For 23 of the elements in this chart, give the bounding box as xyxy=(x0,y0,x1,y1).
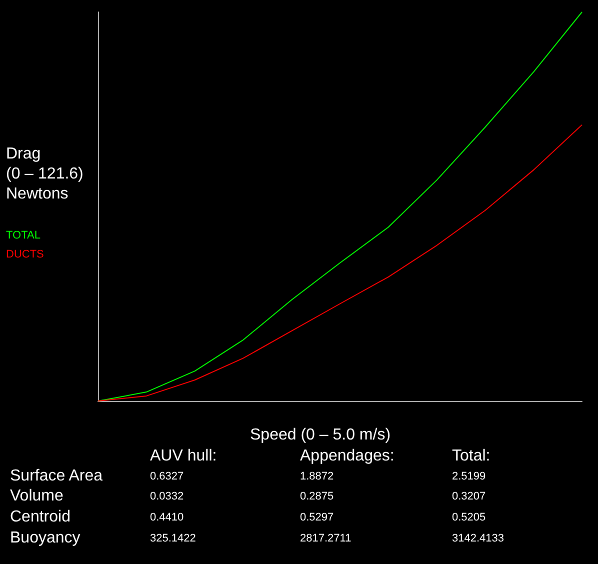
text: 0.0332 xyxy=(150,490,184,502)
text: AUV hull: xyxy=(150,448,217,464)
x-axis-title: Speed (0 – 5.0 m/s) xyxy=(250,426,391,444)
text: Total: xyxy=(452,448,490,464)
text: 0.4410 xyxy=(150,512,184,524)
text: 1.8872 xyxy=(300,470,334,482)
text: Appendages: xyxy=(300,448,394,464)
y-axis-title: Drag (0 – 121.6) Newtons xyxy=(6,146,84,202)
text: Buoyancy xyxy=(10,530,80,546)
text: 2.5199 xyxy=(452,470,486,482)
text: Volume xyxy=(10,488,64,504)
text: DUCTS xyxy=(6,248,44,260)
text: 0.5297 xyxy=(300,512,334,524)
text: 3142.4133 xyxy=(452,532,504,544)
text: 0.2875 xyxy=(300,490,334,502)
text: Surface Area xyxy=(10,468,103,484)
text: 0.5205 xyxy=(452,512,486,524)
text: 0.6327 xyxy=(150,470,184,482)
text: TOTAL xyxy=(6,230,40,242)
text: 0.3207 xyxy=(452,490,486,502)
text: 325.1422 xyxy=(150,532,196,544)
text: Centroid xyxy=(10,508,70,526)
text: 2817.2711 xyxy=(300,532,352,544)
